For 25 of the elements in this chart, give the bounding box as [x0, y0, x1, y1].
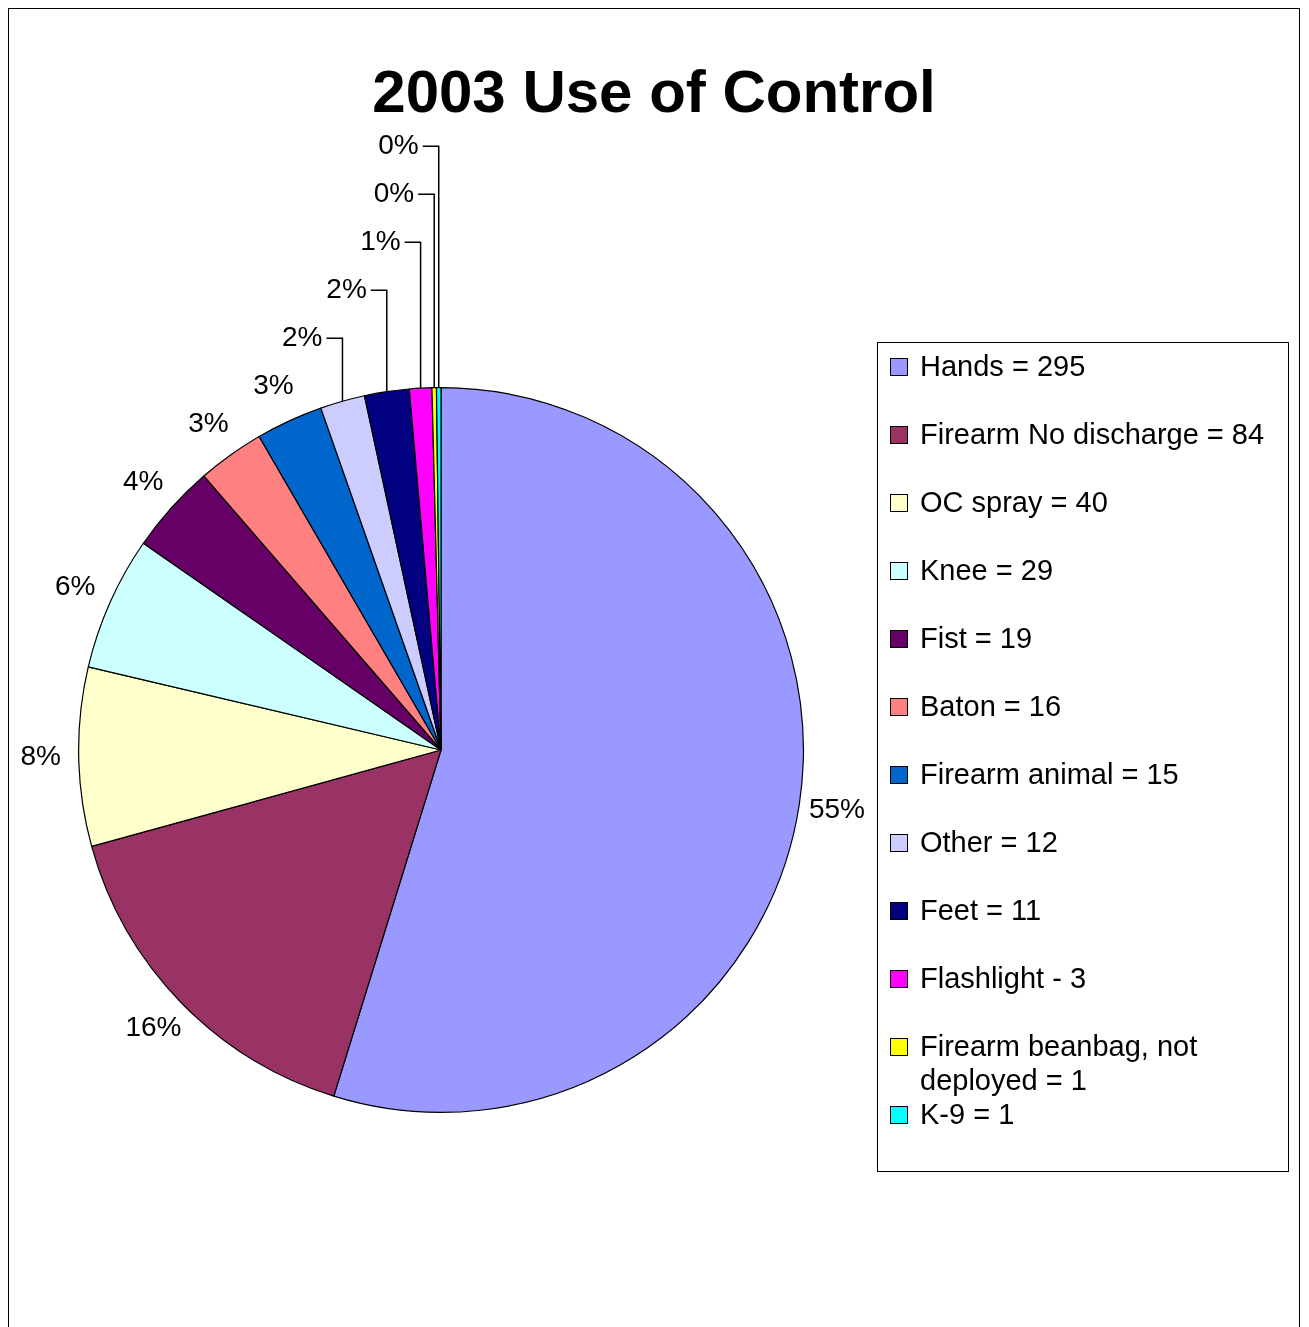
data-label: 0% [378, 129, 419, 161]
data-label: 0% [373, 177, 415, 209]
legend-label: Fist = 19 [920, 621, 1033, 655]
data-label: 6% [55, 569, 96, 601]
data-label: 3% [188, 406, 229, 438]
legend-label: Flashlight - 3 [920, 961, 1087, 995]
data-label: 1% [360, 225, 401, 257]
data-label: 3% [253, 369, 294, 401]
legend-label: Firearm animal = 15 [920, 757, 1179, 791]
legend-label: OC spray = 40 [920, 485, 1108, 519]
data-label: 2% [282, 321, 323, 353]
legend-label: Hands = 295 [920, 349, 1086, 383]
legend-label: Other = 12 [920, 825, 1058, 859]
data-label: 16% [125, 1011, 182, 1043]
data-label: 2% [326, 273, 367, 305]
data-label: 4% [122, 465, 164, 497]
legend-label: Baton = 16 [920, 689, 1062, 723]
data-label: 8% [20, 740, 61, 772]
data-label: 55% [808, 792, 865, 824]
chart-title: 2003 Use of Control [371, 57, 937, 126]
legend-label: K-9 = 1 [920, 1097, 1015, 1131]
legend-label: Firearm beanbag, not deployed = 1 [920, 1029, 1199, 1097]
legend-label: Firearm No discharge = 84 [920, 417, 1265, 451]
legend-label: Feet = 11 [920, 893, 1042, 927]
legend-label: Knee = 29 [920, 553, 1054, 587]
